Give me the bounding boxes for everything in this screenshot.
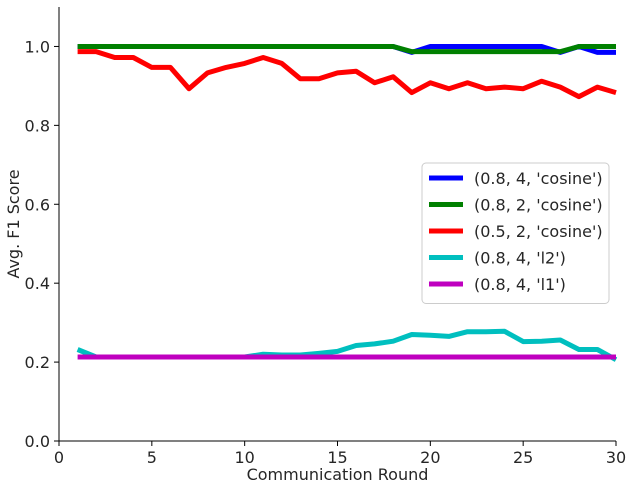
x-tick-label: 30 (606, 448, 626, 467)
x-tick-label: 20 (420, 448, 440, 467)
y-tick-label: 0.0 (25, 432, 50, 451)
y-tick-label: 0.2 (25, 353, 50, 372)
series-layer (76, 44, 618, 362)
y-axis-label: Avg. F1 Score (4, 169, 23, 278)
x-tick-label: 15 (327, 448, 347, 467)
y-tick-label: 0.6 (25, 195, 50, 214)
y-tick-label: 0.8 (25, 116, 50, 135)
axes: 0 5 10 15 20 25 30 0.0 0.2 0.4 0.6 0.8 1.0 (25, 7, 626, 467)
x-tick-label: 0 (54, 448, 64, 467)
x-axis-label: Communication Round (247, 465, 429, 484)
y-tick-label: 0.4 (25, 274, 50, 293)
x-tick-label: 5 (147, 448, 157, 467)
legend-label: (0.8, 4, 'l1') (474, 275, 566, 294)
legend-label: (0.8, 2, 'cosine') (474, 196, 603, 215)
x-tick-label: 25 (513, 448, 533, 467)
legend-box (421, 162, 610, 304)
series-line-3 (77, 49, 617, 100)
series-line-2 (77, 44, 616, 55)
legend-label: (0.8, 4, 'l2') (474, 249, 566, 268)
legend-label: (0.5, 2, 'cosine') (474, 222, 603, 241)
y-tick-label: 1.0 (25, 37, 50, 56)
legend: (0.8, 4, 'cosine') (0.8, 2, 'cosine') (0.5… (421, 162, 610, 304)
x-tick-label: 10 (234, 448, 254, 467)
legend-label: (0.8, 4, 'cosine') (474, 169, 603, 188)
